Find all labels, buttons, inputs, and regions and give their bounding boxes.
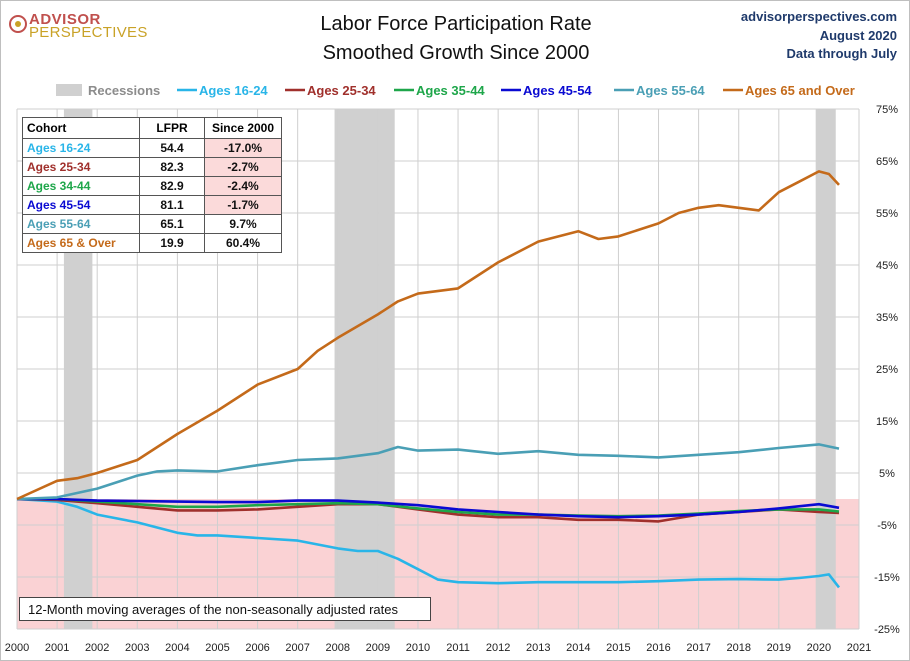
table-row: Ages 25-34 82.3 -2.7% bbox=[22, 157, 282, 177]
x-tick-label: 2010 bbox=[406, 642, 430, 654]
table-cell-cohort: Ages 25-34 bbox=[22, 157, 140, 177]
x-tick-label: 2005 bbox=[205, 642, 229, 654]
y-tick-label: -5% bbox=[877, 520, 897, 532]
logo-text: ADVISOR bbox=[29, 11, 101, 28]
table-cell-cohort: Ages 34-44 bbox=[22, 176, 140, 196]
x-tick-label: 2020 bbox=[807, 642, 831, 654]
x-tick-label: 2006 bbox=[245, 642, 269, 654]
table-row: Ages 55-64 65.1 9.7% bbox=[22, 214, 282, 234]
legend-label: Ages 65 and Over bbox=[745, 83, 855, 98]
x-tick-label: 2003 bbox=[125, 642, 149, 654]
table-cell-lfpr: 82.3 bbox=[139, 157, 205, 177]
table-cell-lfpr: 81.1 bbox=[139, 195, 205, 215]
legend-label: Ages 25-34 bbox=[307, 83, 376, 98]
x-tick-label: 2021 bbox=[847, 642, 871, 654]
table-cell-since: 9.7% bbox=[204, 214, 282, 234]
x-tick-label: 2016 bbox=[646, 642, 670, 654]
y-tick-label: 75% bbox=[876, 104, 898, 116]
table-cell-since: -17.0% bbox=[204, 138, 282, 158]
table-cell-lfpr: 65.1 bbox=[139, 214, 205, 234]
legend-label: Ages 45-54 bbox=[523, 83, 592, 98]
x-tick-label: 2017 bbox=[686, 642, 710, 654]
chart-title: Labor Force Participation Rate bbox=[320, 13, 592, 35]
series-line-ages-45-54 bbox=[17, 497, 840, 519]
x-tick-label: 2001 bbox=[45, 642, 69, 654]
x-tick-label: 2000 bbox=[5, 642, 29, 654]
series-line-ages-55-64 bbox=[16, 443, 840, 501]
table-cell-cohort: Ages 16-24 bbox=[22, 138, 140, 158]
source-site: advisorperspectives.com bbox=[740, 9, 897, 24]
table-row: Ages 45-54 81.1 -1.7% bbox=[22, 195, 282, 215]
legend-label: Recessions bbox=[88, 83, 160, 98]
table-row: Ages 34-44 82.9 -2.4% bbox=[22, 176, 282, 196]
y-tick-label: 55% bbox=[876, 208, 898, 220]
x-tick-label: 2015 bbox=[606, 642, 630, 654]
footnote-text: 12-Month moving averages of the non-seas… bbox=[28, 602, 398, 617]
legend-swatch-recession bbox=[56, 84, 82, 96]
y-tick-label: 25% bbox=[876, 364, 898, 376]
table-cell-lfpr: 82.9 bbox=[139, 176, 205, 196]
summary-table: Cohort LFPR Since 2000 Ages 16-24 54.4 -17… bbox=[22, 117, 282, 253]
table-cell-lfpr: 54.4 bbox=[139, 138, 205, 158]
y-tick-label: 5% bbox=[879, 468, 895, 480]
advisor-perspectives-logo-icon bbox=[9, 15, 27, 33]
y-tick-label: 65% bbox=[876, 156, 898, 168]
legend-label: Ages 55-64 bbox=[636, 83, 705, 98]
table-row: Ages 16-24 54.4 -17.0% bbox=[22, 138, 282, 158]
source-data-through: Data through July bbox=[786, 46, 897, 61]
col-header-since-2000: Since 2000 bbox=[204, 117, 282, 139]
table-cell-lfpr: 19.9 bbox=[139, 233, 205, 253]
table-cell-cohort: Ages 45-54 bbox=[22, 195, 140, 215]
table-cell-since: -1.7% bbox=[204, 195, 282, 215]
x-tick-label: 2018 bbox=[726, 642, 750, 654]
y-tick-label: 45% bbox=[876, 260, 898, 272]
x-tick-label: 2008 bbox=[326, 642, 350, 654]
y-tick-label: 15% bbox=[876, 416, 898, 428]
legend-label: Ages 16-24 bbox=[199, 83, 268, 98]
x-tick-label: 2012 bbox=[486, 642, 510, 654]
logo-subtext: PERSPECTIVES bbox=[29, 24, 148, 41]
series-line-ages-16-24 bbox=[16, 497, 841, 589]
legend: Recessions Ages 16-24 Ages 25-34 Ages 35-44… bbox=[56, 83, 855, 98]
y-tick-label: 35% bbox=[876, 312, 898, 324]
x-tick-label: 2011 bbox=[446, 642, 470, 654]
col-header-lfpr: LFPR bbox=[139, 117, 205, 139]
x-tick-label: 2009 bbox=[366, 642, 390, 654]
table-cell-since: -2.4% bbox=[204, 176, 282, 196]
chart-footnote: 12-Month moving averages of the non-seas… bbox=[19, 597, 431, 621]
y-tick-label: -25% bbox=[874, 624, 900, 636]
col-header-cohort: Cohort bbox=[22, 117, 140, 139]
table-header-row: Cohort LFPR Since 2000 bbox=[22, 117, 282, 139]
chart-subtitle: Smoothed Growth Since 2000 bbox=[322, 42, 590, 64]
x-tick-label: 2002 bbox=[85, 642, 109, 654]
x-tick-label: 2019 bbox=[767, 642, 791, 654]
x-tick-label: 2004 bbox=[165, 642, 189, 654]
x-tick-label: 2013 bbox=[526, 642, 550, 654]
legend-label: Ages 35-44 bbox=[416, 83, 485, 98]
source-date: August 2020 bbox=[819, 28, 897, 43]
table-cell-cohort: Ages 55-64 bbox=[22, 214, 140, 234]
y-tick-label: -15% bbox=[874, 572, 900, 584]
table-row: Ages 65 & Over 19.9 60.4% bbox=[22, 233, 282, 253]
table-cell-since: -2.7% bbox=[204, 157, 282, 177]
x-tick-label: 2007 bbox=[285, 642, 309, 654]
series-line-ages-65-and-over bbox=[16, 170, 840, 501]
table-cell-cohort: Ages 65 & Over bbox=[22, 233, 140, 253]
table-cell-since: 60.4% bbox=[204, 233, 282, 253]
x-tick-label: 2014 bbox=[566, 642, 590, 654]
